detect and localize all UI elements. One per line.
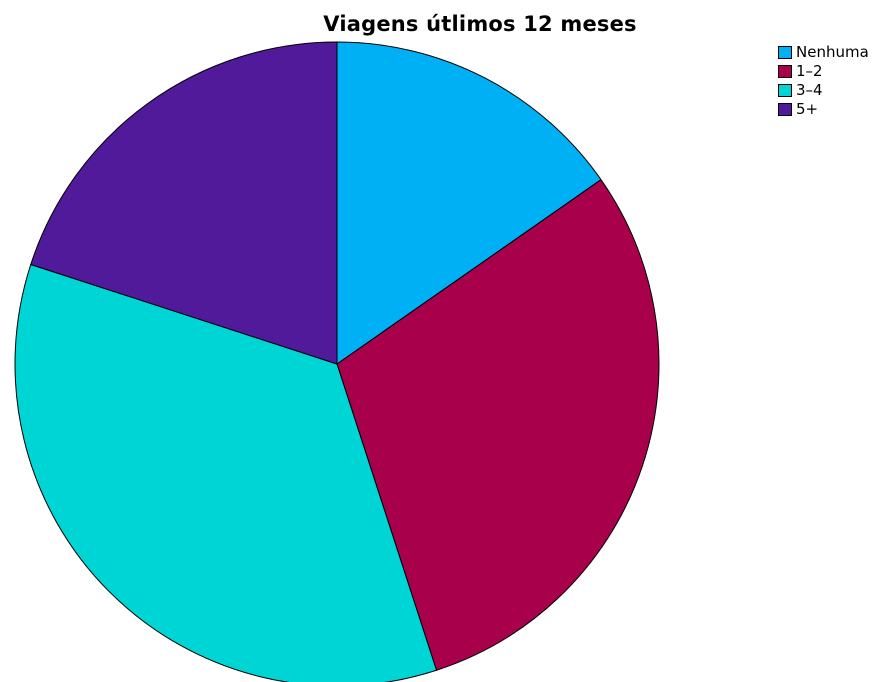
legend-item-1-2: 1–2 [778,62,869,81]
legend-swatch-1-2 [778,65,792,78]
pie-slice-3-4 [14,264,437,682]
legend-swatch-3-4 [778,84,792,97]
legend: Nenhuma 1–2 3–4 5+ [778,43,869,119]
chart-title: Viagens útlimos 12 meses [323,12,637,36]
legend-item-5-plus: 5+ [778,100,869,119]
pie-slices [14,41,660,682]
legend-label-3-4: 3–4 [796,81,823,99]
pie-slice-5-plus [30,41,338,365]
legend-label-nenhuma: Nenhuma [796,43,869,61]
legend-label-5-plus: 5+ [796,100,819,118]
legend-item-nenhuma: Nenhuma [778,43,869,62]
legend-label-1-2: 1–2 [796,62,823,80]
legend-swatch-5-plus [778,103,792,116]
pie-slice-1-2 [336,179,660,671]
legend-swatch-nenhuma [778,46,792,59]
pie-slice-nenhuma [336,41,602,365]
legend-item-3-4: 3–4 [778,81,869,100]
